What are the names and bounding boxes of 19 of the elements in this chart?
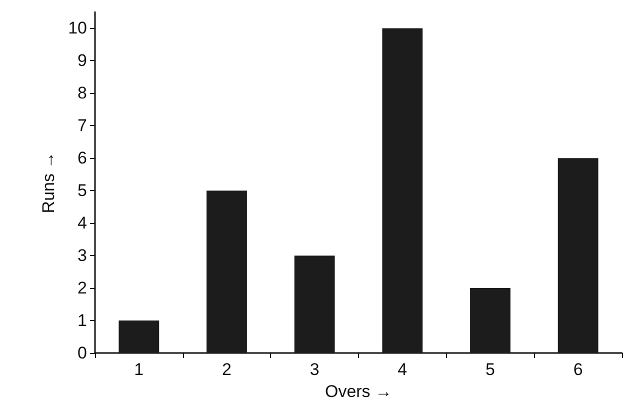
y-tick-label: 3 — [78, 246, 87, 266]
x-tick-label: 4 — [398, 360, 408, 379]
y-tick-label: 5 — [78, 181, 87, 200]
y-tick-label: 9 — [78, 51, 87, 70]
x-axis-title: Overs → — [324, 382, 392, 401]
x-tick-label: 2 — [222, 360, 232, 379]
y-axis-title: Runs → — [39, 152, 58, 214]
y-tick-label: 8 — [78, 84, 87, 103]
y-tick-label: 7 — [78, 116, 87, 136]
x-tick-label: 5 — [486, 360, 495, 379]
y-tick-label: 6 — [78, 148, 87, 168]
y-tick-label: 0 — [78, 344, 87, 362]
x-tick-label: 3 — [310, 360, 320, 379]
x-tick-label: 1 — [134, 360, 144, 379]
y-tick-label: 4 — [78, 214, 87, 233]
y-tick-label: 1 — [78, 311, 87, 330]
y-tick-label: 10 — [68, 18, 87, 38]
y-tick-label: 2 — [78, 278, 87, 298]
x-tick-label: 6 — [573, 360, 583, 379]
